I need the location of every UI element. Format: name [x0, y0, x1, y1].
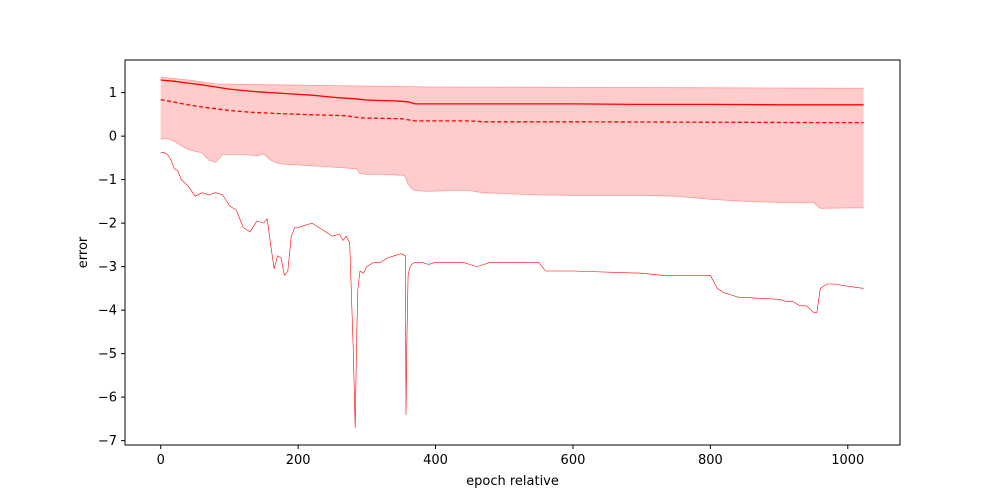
- y-tick-label: −1: [98, 173, 117, 188]
- band-lower-edge: [160, 137, 864, 209]
- y-tick-label: −3: [98, 260, 117, 275]
- x-tick-label: 1000: [831, 453, 864, 468]
- y-tick-label: −5: [98, 347, 117, 362]
- plot-area: [160, 76, 864, 428]
- y-tick-label: −2: [98, 217, 117, 232]
- y-tick-label: 0: [109, 130, 117, 145]
- min-line: [160, 152, 864, 428]
- band-upper-edge: [160, 76, 864, 89]
- x-axis: 0 200 400 600 800 1000: [157, 445, 864, 468]
- x-tick-label: 800: [698, 453, 723, 468]
- x-tick-label: 400: [423, 453, 448, 468]
- band-area: [160, 77, 864, 209]
- y-tick-label: 1: [109, 86, 117, 101]
- y-tick-label: −7: [98, 434, 117, 449]
- mean-line: [160, 79, 864, 106]
- x-axis-label: epoch relative: [466, 474, 559, 489]
- x-tick-label: 600: [561, 453, 586, 468]
- median-line: [160, 98, 864, 124]
- y-axis-label: error: [76, 236, 91, 268]
- y-axis: −7 −6 −5 −4 −3 −2 −1 0 1: [98, 86, 125, 449]
- y-tick-label: −4: [98, 304, 117, 319]
- y-tick-label: −6: [98, 391, 117, 406]
- plot-frame: [124, 59, 901, 446]
- x-tick-label: 200: [286, 453, 311, 468]
- x-tick-label: 0: [157, 453, 165, 468]
